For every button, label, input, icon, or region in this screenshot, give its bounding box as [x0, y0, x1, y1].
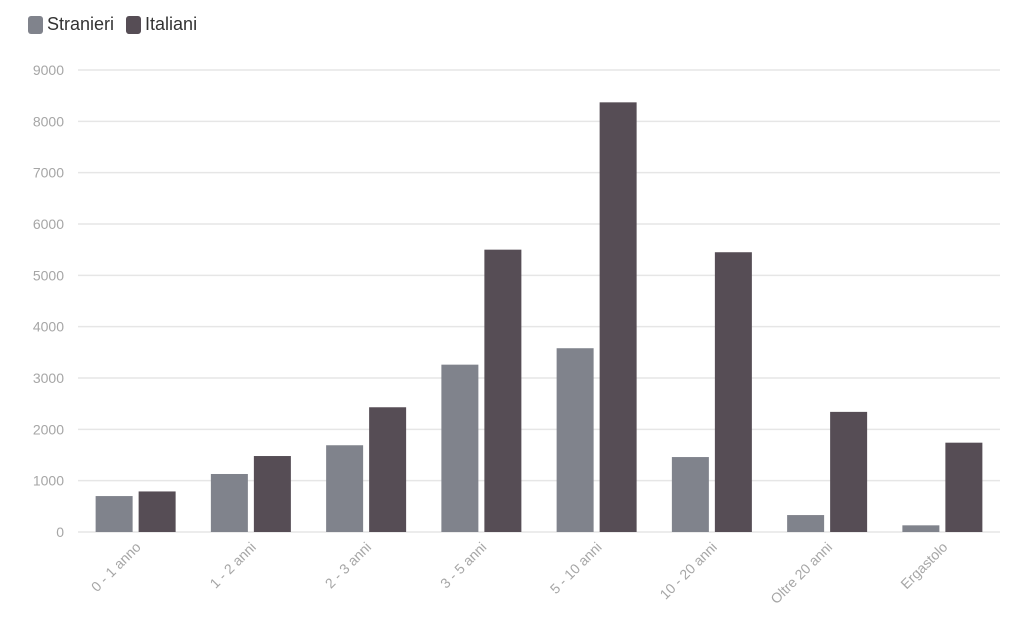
legend: Stranieri Italiani: [28, 14, 197, 35]
y-tick-label: 9000: [33, 62, 64, 78]
x-tick-label: 10 - 20 anni: [656, 539, 720, 603]
bar-italiani-5[interactable]: [714, 252, 752, 532]
bar-stranieri-2[interactable]: [326, 445, 364, 532]
legend-item-stranieri[interactable]: Stranieri: [28, 14, 114, 35]
x-tick-label: 2 - 3 anni: [322, 539, 375, 592]
x-tick-label: Ergastolo: [897, 539, 950, 592]
bar-italiani-4[interactable]: [599, 102, 637, 532]
legend-swatch-italiani: [126, 15, 142, 34]
x-tick-label: Oltre 20 anni: [767, 539, 835, 607]
y-tick-label: 6000: [33, 216, 64, 232]
x-tick-label: 0 - 1 anno: [88, 539, 144, 595]
x-tick-label: 3 - 5 anni: [437, 539, 490, 592]
y-tick-label: 0: [56, 524, 64, 540]
bar-italiani-1[interactable]: [253, 456, 291, 532]
y-tick-label: 8000: [33, 113, 64, 129]
y-tick-label: 5000: [33, 267, 64, 283]
x-tick-label: 5 - 10 anni: [547, 539, 605, 597]
bar-italiani-7[interactable]: [945, 442, 983, 532]
legend-label-stranieri: Stranieri: [47, 14, 115, 34]
bar-stranieri-4[interactable]: [556, 348, 594, 532]
x-tick-label: 1 - 2 anni: [206, 539, 259, 592]
legend-swatch-stranieri: [28, 15, 43, 34]
bar-stranieri-6[interactable]: [787, 515, 825, 532]
bar-stranieri-7[interactable]: [902, 525, 940, 532]
y-tick-label: 4000: [33, 319, 64, 335]
bar-italiani-0[interactable]: [138, 491, 176, 532]
bar-stranieri-5[interactable]: [671, 457, 709, 532]
y-tick-label: 1000: [33, 473, 64, 489]
legend-item-italiani[interactable]: Italiani: [126, 14, 197, 35]
bar-stranieri-3[interactable]: [441, 364, 479, 532]
bar-italiani-2[interactable]: [369, 407, 407, 532]
bar-stranieri-1[interactable]: [210, 473, 248, 532]
bar-stranieri-0[interactable]: [95, 496, 133, 532]
y-tick-label: 7000: [33, 165, 64, 181]
legend-label-italiani: Italiani: [145, 14, 198, 34]
bar-italiani-6[interactable]: [830, 411, 868, 532]
bar-italiani-3[interactable]: [484, 249, 522, 532]
y-tick-label: 3000: [33, 370, 64, 386]
y-tick-label: 2000: [33, 421, 64, 437]
